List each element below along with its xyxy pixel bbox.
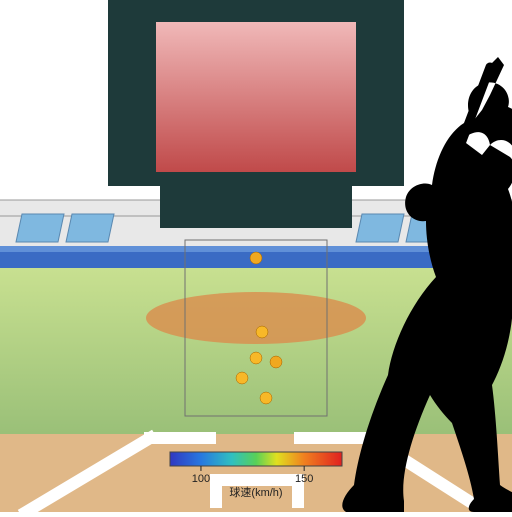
velocity-legend-bar	[170, 452, 342, 466]
mound	[146, 292, 366, 344]
scoreboard-screen	[156, 22, 356, 172]
pitch-marker	[236, 372, 248, 384]
legend-tick-label: 150	[295, 473, 313, 485]
pitch-marker	[256, 326, 268, 338]
pitch-marker	[270, 356, 282, 368]
chart-svg: 100 150 球速(km/h)	[0, 0, 512, 512]
pitch-chart-root: 100 150 球速(km/h)	[0, 0, 512, 512]
stand-panel	[66, 214, 114, 242]
stand-panel	[16, 214, 64, 242]
legend-axis-label: 球速(km/h)	[229, 485, 282, 499]
stand-panel	[356, 214, 404, 242]
scoreboard-pillar	[160, 186, 352, 228]
legend-tick-label: 100	[192, 473, 210, 485]
pitch-marker	[260, 392, 272, 404]
pitch-marker	[250, 352, 262, 364]
pitch-marker	[250, 252, 262, 264]
